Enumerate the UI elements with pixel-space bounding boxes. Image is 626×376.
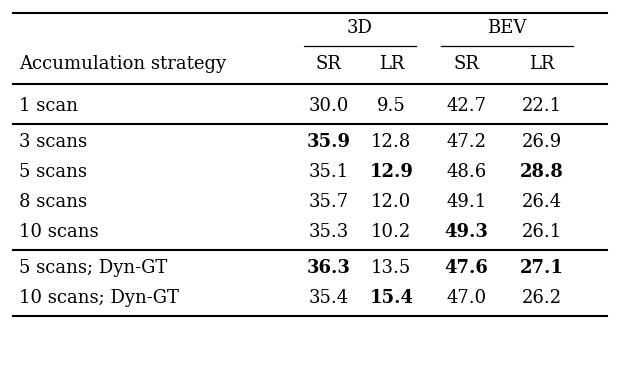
Text: LR: LR: [379, 55, 404, 73]
Text: 35.3: 35.3: [309, 223, 349, 241]
Text: LR: LR: [529, 55, 554, 73]
Text: 3 scans: 3 scans: [19, 133, 87, 151]
Text: 12.0: 12.0: [371, 193, 411, 211]
Text: 26.4: 26.4: [521, 193, 562, 211]
Text: BEV: BEV: [488, 19, 526, 37]
Text: 49.1: 49.1: [446, 193, 486, 211]
Text: 47.0: 47.0: [446, 289, 486, 307]
Text: 3D: 3D: [347, 19, 373, 37]
Text: 35.9: 35.9: [307, 133, 351, 151]
Text: 5 scans: 5 scans: [19, 163, 87, 181]
Text: 13.5: 13.5: [371, 259, 411, 277]
Text: 8 scans: 8 scans: [19, 193, 87, 211]
Text: 26.9: 26.9: [521, 133, 562, 151]
Text: 22.1: 22.1: [521, 97, 562, 115]
Text: 10 scans: 10 scans: [19, 223, 98, 241]
Text: 35.1: 35.1: [309, 163, 349, 181]
Text: 42.7: 42.7: [446, 97, 486, 115]
Text: 1 scan: 1 scan: [19, 97, 78, 115]
Text: 12.8: 12.8: [371, 133, 411, 151]
Text: 49.3: 49.3: [444, 223, 488, 241]
Text: 12.9: 12.9: [369, 163, 413, 181]
Text: SR: SR: [316, 55, 342, 73]
Text: Accumulation strategy: Accumulation strategy: [19, 55, 226, 73]
Text: 30.0: 30.0: [309, 97, 349, 115]
Text: 47.2: 47.2: [446, 133, 486, 151]
Text: 9.5: 9.5: [377, 97, 406, 115]
Text: 35.4: 35.4: [309, 289, 349, 307]
Text: 36.3: 36.3: [307, 259, 351, 277]
Text: 5 scans; Dyn-GT: 5 scans; Dyn-GT: [19, 259, 167, 277]
Text: 10 scans; Dyn-GT: 10 scans; Dyn-GT: [19, 289, 178, 307]
Text: 27.1: 27.1: [520, 259, 563, 277]
Text: 47.6: 47.6: [444, 259, 488, 277]
Text: 48.6: 48.6: [446, 163, 486, 181]
Text: SR: SR: [453, 55, 480, 73]
Text: 15.4: 15.4: [369, 289, 413, 307]
Text: 26.1: 26.1: [521, 223, 562, 241]
Text: 26.2: 26.2: [521, 289, 562, 307]
Text: 35.7: 35.7: [309, 193, 349, 211]
Text: 10.2: 10.2: [371, 223, 411, 241]
Text: 28.8: 28.8: [520, 163, 563, 181]
